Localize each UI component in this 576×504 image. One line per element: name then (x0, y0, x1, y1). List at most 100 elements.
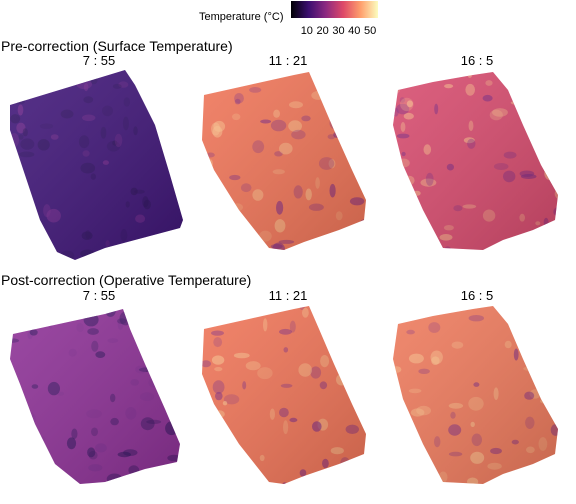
thermal-patch (553, 318, 558, 324)
thermal-patch (31, 316, 38, 329)
thermal-patch (473, 488, 482, 494)
panel-title-r1-c2: 11 : 21 (268, 53, 308, 68)
thermal-patch (337, 309, 352, 317)
thermal-patch (20, 206, 35, 211)
thermal-shading (10, 309, 180, 484)
thermal-patch (211, 72, 225, 79)
thermal-patch (172, 127, 182, 137)
thermal-patch (55, 312, 68, 319)
thermal-patch (383, 465, 392, 471)
thermal-patch (405, 446, 413, 454)
thermal-patch (236, 481, 250, 484)
thermal-patch (393, 72, 398, 82)
thermal-patch (532, 468, 542, 481)
thermal-shading (202, 72, 366, 250)
thermal-patch (383, 404, 389, 417)
thermal-patch (354, 166, 362, 176)
thermal-patch (549, 469, 558, 482)
thermal-patch (395, 78, 409, 86)
thermal-patch (194, 98, 201, 112)
thermal-patch (239, 466, 250, 473)
thermal-patch (368, 304, 374, 311)
thermal-patch (524, 254, 538, 260)
thermal-texture (194, 304, 374, 494)
thermal-patch (523, 90, 533, 100)
thermal-patch (136, 239, 146, 252)
thermal-patch (307, 243, 313, 250)
legend-tick-10: 10 (300, 25, 313, 37)
thermal-patch (360, 375, 366, 384)
thermal-patch (14, 70, 25, 81)
thermal-patch (406, 192, 415, 202)
thermal-patch (361, 72, 366, 74)
thermal-texture (194, 72, 372, 250)
thermal-patch (178, 476, 180, 484)
thermal-patch (162, 86, 172, 93)
thermal-patch (501, 72, 516, 77)
thermal-patch (521, 78, 526, 85)
thermal-patch (265, 487, 281, 491)
thermal-patch (215, 210, 224, 215)
thermal-patch (180, 342, 185, 350)
thermal-patch (215, 306, 230, 314)
thermal-patch (155, 467, 168, 477)
thermal-patch (194, 470, 201, 475)
thermal-patch (21, 447, 33, 455)
thermal-patch (10, 311, 21, 321)
thermal-map-post-1121 (194, 304, 374, 494)
thermal-texture (387, 72, 558, 260)
thermal-patch (10, 208, 12, 220)
thermal-patch (552, 96, 558, 103)
legend-title: Temperature (°C) (199, 11, 284, 23)
thermal-patch (333, 336, 345, 347)
panel-title-r2-c1: 7 : 55 (82, 288, 116, 303)
thermal-patch (393, 307, 399, 318)
thermal-patch (202, 470, 211, 476)
thermal-patch (202, 430, 210, 438)
thermal-patch (222, 434, 228, 447)
thermal-patch (340, 484, 344, 494)
thermal-patch (410, 465, 417, 480)
thermal-patch (22, 472, 33, 484)
thermal-patch (423, 72, 438, 79)
thermal-patch (177, 309, 180, 315)
panel-title-r1-c3: 16 : 5 (460, 53, 494, 68)
thermal-patch (335, 89, 341, 102)
thermal-patch (329, 334, 338, 349)
thermal-patch (398, 72, 405, 79)
thermal-patch (387, 188, 392, 194)
thermal-patch (406, 471, 413, 483)
thermal-patch (530, 348, 538, 356)
thermal-patch (169, 485, 178, 491)
thermal-map-pre-1605 (387, 72, 558, 260)
thermal-patch (352, 86, 366, 98)
thermal-patch (408, 480, 424, 484)
thermal-patch (362, 83, 366, 89)
thermal-patch (194, 451, 199, 456)
thermal-map-pre-1121 (194, 72, 372, 250)
thermal-patch (150, 99, 159, 108)
thermal-map-post-1605 (383, 306, 558, 494)
panel-title-r2-c3: 16 : 5 (460, 288, 494, 303)
thermal-patch (282, 488, 290, 494)
thermal-map-post-0755 (10, 309, 185, 491)
thermal-patch (312, 240, 319, 250)
thermal-patch (367, 102, 372, 106)
thermal-patch (23, 312, 33, 318)
legend-tick-40: 40 (348, 25, 361, 37)
thermal-patch (207, 177, 216, 187)
panel-title-r2-c2: 11 : 21 (268, 288, 308, 303)
thermal-shading (393, 306, 558, 484)
thermal-patch (406, 230, 416, 239)
thermal-patch (138, 337, 154, 348)
thermal-patch (28, 70, 43, 78)
thermal-patch (16, 79, 23, 87)
thermal-patch (224, 306, 229, 311)
thermal-patch (393, 440, 401, 450)
thermal-patch (136, 79, 146, 87)
thermal-patch (397, 475, 408, 484)
thermal-patch (393, 365, 396, 378)
thermal-patch (14, 316, 29, 321)
thermal-patch (15, 239, 23, 253)
thermal-patch (384, 311, 389, 324)
